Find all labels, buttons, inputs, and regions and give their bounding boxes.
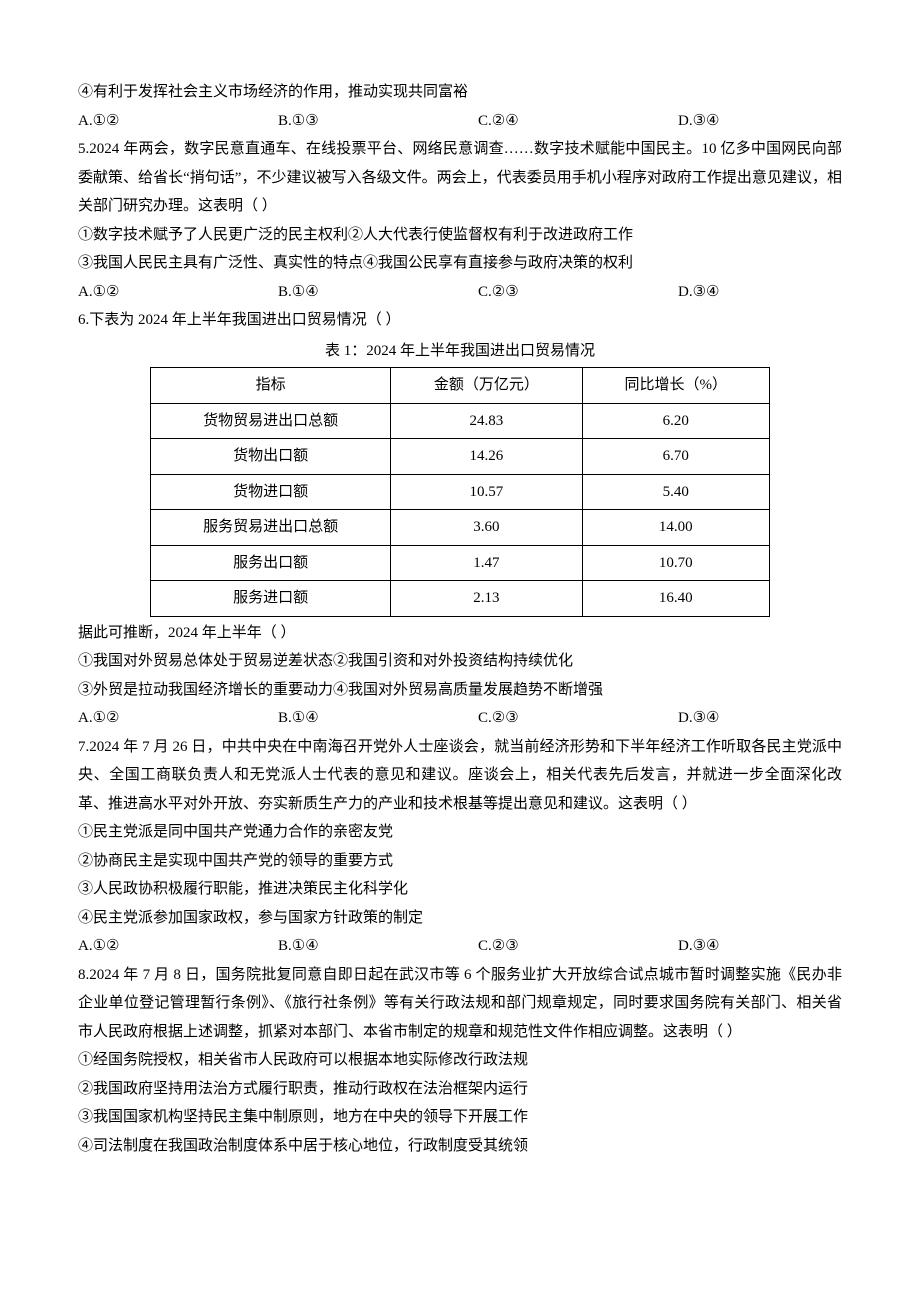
cell-amount: 1.47 xyxy=(391,545,582,581)
q6-choice-a: A.①② xyxy=(78,704,278,733)
q7-stem: 7.2024 年 7 月 26 日，中共中央在中南海召开党外人士座谈会，就当前经… xyxy=(78,733,842,819)
q7-option-1: ①民主党派是同中国共产党通力合作的亲密友党 xyxy=(78,818,842,847)
q7-choice-c: C.②③ xyxy=(478,932,678,961)
q7-option-3: ③人民政协积极履行职能，推进决策民主化科学化 xyxy=(78,875,842,904)
q8-stem: 8.2024 年 7 月 8 日，国务院批复同意自即日起在武汉市等 6 个服务业… xyxy=(78,961,842,1047)
q5-choices: A.①② B.①④ C.②③ D.③④ xyxy=(78,278,842,307)
q5-choice-a: A.①② xyxy=(78,278,278,307)
table-row: 货物进口额 10.57 5.40 xyxy=(151,474,770,510)
q7-choice-a: A.①② xyxy=(78,932,278,961)
table-row: 服务进口额 2.13 16.40 xyxy=(151,581,770,617)
q6-options-34: ③外贸是拉动我国经济增长的重要动力④我国对外贸易高质量发展趋势不断增强 xyxy=(78,676,842,705)
cell-growth: 16.40 xyxy=(582,581,769,617)
cell-growth: 5.40 xyxy=(582,474,769,510)
cell-indicator: 服务进口额 xyxy=(151,581,391,617)
q7-choices: A.①② B.①④ C.②③ D.③④ xyxy=(78,932,842,961)
col-indicator: 指标 xyxy=(151,368,391,404)
cell-growth: 6.20 xyxy=(582,403,769,439)
q5-options-12: ①数字技术赋予了人民更广泛的民主权利②人大代表行使监督权有利于改进政府工作 xyxy=(78,221,842,250)
q5-stem: 5.2024 年两会，数字民意直通车、在线投票平台、网络民意调查……数字技术赋能… xyxy=(78,135,842,221)
q6-stem: 6.下表为 2024 年上半年我国进出口贸易情况（ ） xyxy=(78,306,842,335)
table-row: 服务贸易进出口总额 3.60 14.00 xyxy=(151,510,770,546)
table-row: 服务出口额 1.47 10.70 xyxy=(151,545,770,581)
q6-choice-d: D.③④ xyxy=(678,704,838,733)
q7-choice-d: D.③④ xyxy=(678,932,838,961)
q7-option-4: ④民主党派参加国家政权，参与国家方针政策的制定 xyxy=(78,904,842,933)
q7-choice-b: B.①④ xyxy=(278,932,478,961)
cell-indicator: 货物出口额 xyxy=(151,439,391,475)
q4-choice-c: C.②④ xyxy=(478,107,678,136)
cell-indicator: 货物进口额 xyxy=(151,474,391,510)
cell-indicator: 服务贸易进出口总额 xyxy=(151,510,391,546)
q8-option-2: ②我国政府坚持用法治方式履行职责，推动行政权在法治框架内运行 xyxy=(78,1075,842,1104)
cell-growth: 14.00 xyxy=(582,510,769,546)
q8-option-1: ①经国务院授权，相关省市人民政府可以根据本地实际修改行政法规 xyxy=(78,1046,842,1075)
q6-trade-table: 指标 金额（万亿元） 同比增长（%） 货物贸易进出口总额 24.83 6.20 … xyxy=(150,367,770,617)
q6-options-12: ①我国对外贸易总体处于贸易逆差状态②我国引资和对外投资结构持续优化 xyxy=(78,647,842,676)
q4-choices: A.①② B.①③ C.②④ D.③④ xyxy=(78,107,842,136)
q6-after: 据此可推断，2024 年上半年（ ） xyxy=(78,619,842,648)
q4-choice-d: D.③④ xyxy=(678,107,838,136)
cell-growth: 10.70 xyxy=(582,545,769,581)
q8-option-4: ④司法制度在我国政治制度体系中居于核心地位，行政制度受其统领 xyxy=(78,1132,842,1161)
q6-table-title: 表 1：2024 年上半年我国进出口贸易情况 xyxy=(78,337,842,366)
q5-choice-c: C.②③ xyxy=(478,278,678,307)
q7-option-2: ②协商民主是实现中国共产党的领导的重要方式 xyxy=(78,847,842,876)
q5-choice-d: D.③④ xyxy=(678,278,838,307)
q4-option-4: ④有利于发挥社会主义市场经济的作用，推动实现共同富裕 xyxy=(78,78,842,107)
col-growth: 同比增长（%） xyxy=(582,368,769,404)
cell-indicator: 服务出口额 xyxy=(151,545,391,581)
cell-amount: 10.57 xyxy=(391,474,582,510)
table-row: 货物贸易进出口总额 24.83 6.20 xyxy=(151,403,770,439)
col-amount: 金额（万亿元） xyxy=(391,368,582,404)
table-row: 货物出口额 14.26 6.70 xyxy=(151,439,770,475)
table-header-row: 指标 金额（万亿元） 同比增长（%） xyxy=(151,368,770,404)
cell-amount: 3.60 xyxy=(391,510,582,546)
q6-choices: A.①② B.①④ C.②③ D.③④ xyxy=(78,704,842,733)
cell-amount: 14.26 xyxy=(391,439,582,475)
q5-options-34: ③我国人民民主具有广泛性、真实性的特点④我国公民享有直接参与政府决策的权利 xyxy=(78,249,842,278)
cell-amount: 2.13 xyxy=(391,581,582,617)
cell-growth: 6.70 xyxy=(582,439,769,475)
q6-choice-b: B.①④ xyxy=(278,704,478,733)
q4-choice-a: A.①② xyxy=(78,107,278,136)
q8-option-3: ③我国国家机构坚持民主集中制原则，地方在中央的领导下开展工作 xyxy=(78,1103,842,1132)
cell-indicator: 货物贸易进出口总额 xyxy=(151,403,391,439)
q5-choice-b: B.①④ xyxy=(278,278,478,307)
q6-choice-c: C.②③ xyxy=(478,704,678,733)
q4-choice-b: B.①③ xyxy=(278,107,478,136)
cell-amount: 24.83 xyxy=(391,403,582,439)
